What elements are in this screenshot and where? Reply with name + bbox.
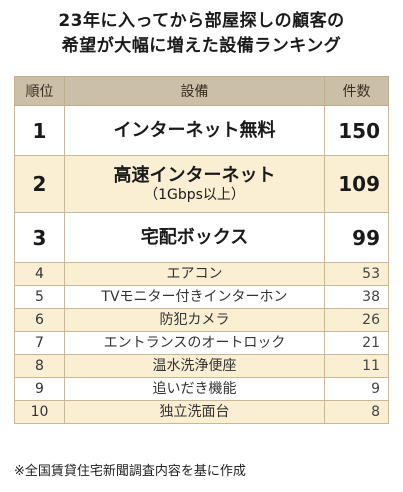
count-cell: 150 [324, 105, 389, 156]
item-name: 宅配ボックス [140, 226, 249, 248]
rank-cell: 4 [14, 262, 65, 286]
item-name: 温水洗浄便座 [152, 358, 237, 374]
title-line-2: 希望が大幅に増えた設備ランキング [61, 36, 342, 56]
rank-cell: 7 [14, 331, 65, 355]
rank-cell: 10 [14, 400, 65, 424]
item-cell: TVモニター付きインターホン [64, 285, 325, 309]
table-row: 5 TVモニター付きインターホン 38 [14, 285, 389, 309]
item-name: 独立洗面台 [159, 404, 230, 420]
header-rank: 順位 [14, 76, 65, 106]
rank-cell: 6 [14, 308, 65, 332]
count-cell: 11 [324, 354, 389, 378]
rank-cell: 5 [14, 285, 65, 309]
title-line-1: 23年に入ってから部屋探しの顧客の [58, 11, 345, 31]
item-name: インターネット無料 [113, 119, 276, 141]
count-cell: 8 [324, 400, 389, 424]
count-cell: 99 [324, 212, 389, 263]
rank-cell: 1 [14, 105, 65, 156]
count-cell: 26 [324, 308, 389, 332]
item-cell: 独立洗面台 [64, 400, 325, 424]
count-cell: 53 [324, 262, 389, 286]
item-cell: 温水洗浄便座 [64, 354, 325, 378]
item-cell: エアコン [64, 262, 325, 286]
rank-cell: 8 [14, 354, 65, 378]
rank-cell: 3 [14, 212, 65, 263]
table-row: 10 独立洗面台 8 [14, 400, 389, 424]
header-row: 順位 設備 件数 [14, 76, 389, 106]
item-cell: 宅配ボックス [64, 212, 325, 263]
header-count: 件数 [324, 76, 389, 106]
item-name: 追いだき機能 [152, 381, 237, 397]
item-cell: インターネット無料 [64, 105, 325, 156]
table-row: 2 高速インターネット （1Gbps以上） 109 [14, 155, 389, 213]
item-cell: 高速インターネット （1Gbps以上） [64, 155, 325, 213]
count-cell: 38 [324, 285, 389, 309]
header-item: 設備 [64, 76, 325, 106]
ranking-table: 順位 設備 件数 1 インターネット無料 150 2 高速インターネット （1Gbps以上… [14, 76, 389, 424]
rank-cell: 9 [14, 377, 65, 401]
item-cell: 防犯カメラ [64, 308, 325, 332]
rank-cell: 2 [14, 155, 65, 213]
table-row: 9 追いだき機能 9 [14, 377, 389, 401]
table-row: 8 温水洗浄便座 11 [14, 354, 389, 378]
ranking-body: 1 インターネット無料 150 2 高速インターネット （1Gbps以上） 109 3 宅配ボッ… [14, 105, 389, 424]
item-name: 高速インターネット [113, 165, 276, 186]
table-row: 6 防犯カメラ 26 [14, 308, 389, 332]
table-row: 3 宅配ボックス 99 [14, 212, 389, 263]
item-name: TVモニター付きインターホン [101, 289, 288, 305]
count-cell: 21 [324, 331, 389, 355]
count-cell: 9 [324, 377, 389, 401]
item-name: 防犯カメラ [159, 312, 230, 328]
count-cell: 109 [324, 155, 389, 213]
chart-title: 23年に入ってから部屋探しの顧客の 希望が大幅に増えた設備ランキング [0, 9, 403, 59]
item-cell: 追いだき機能 [64, 377, 325, 401]
table-row: 1 インターネット無料 150 [14, 105, 389, 156]
item-name: エアコン [166, 266, 223, 282]
item-subtext: （1Gbps以上） [144, 187, 245, 203]
table-row: 4 エアコン 53 [14, 262, 389, 286]
table-row: 7 エントランスのオートロック 21 [14, 331, 389, 355]
item-name: エントランスのオートロック [103, 335, 286, 351]
item-cell: エントランスのオートロック [64, 331, 325, 355]
source-note: ※全国賃貸住宅新聞調査内容を基に作成 [14, 464, 246, 479]
